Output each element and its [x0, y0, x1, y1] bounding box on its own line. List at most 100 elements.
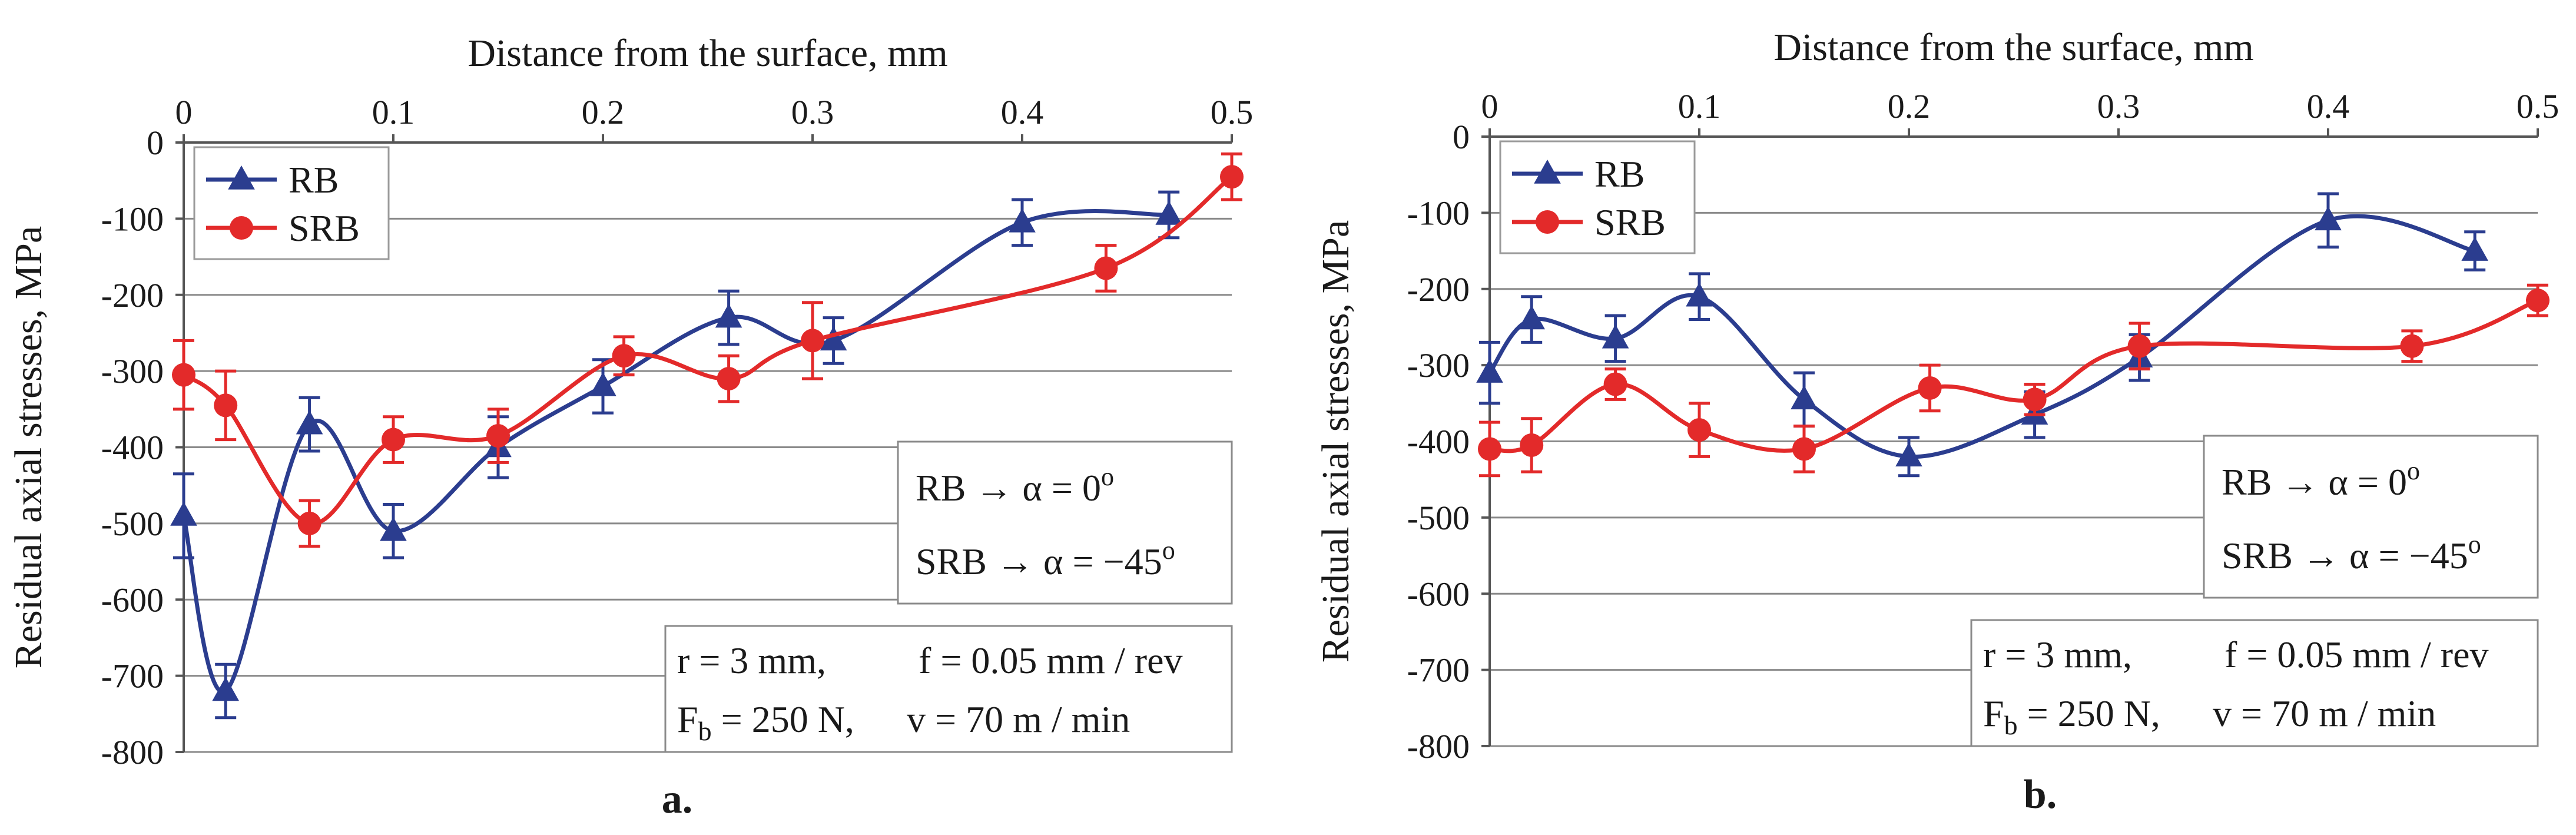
legend-label: SRB — [1594, 201, 1666, 243]
data-point-rb — [1686, 282, 1713, 307]
x-tick-label: 0.2 — [582, 93, 625, 131]
y-tick-label: -600 — [1407, 575, 1470, 613]
series-line-srb — [182, 175, 1234, 526]
legend-marker — [230, 216, 253, 240]
data-point-srb — [2526, 289, 2550, 313]
data-point-srb — [1918, 376, 1942, 400]
data-point-srb — [1603, 372, 1627, 396]
x-tick-label: 0.1 — [372, 93, 415, 131]
data-point-rb — [715, 303, 742, 328]
annotation-text: f = 0.05 mm / rev — [919, 639, 1182, 681]
legend-box — [1499, 140, 1696, 254]
annotation-alpha: RB → α = 0o SRB → α = −45o — [2203, 435, 2539, 599]
data-point-srb — [1220, 165, 1244, 189]
annotation-text: SRB → α = −45o — [2222, 530, 2481, 576]
x-tick-label: 0.5 — [1211, 93, 1254, 131]
x-tick-label: 0.3 — [791, 93, 834, 131]
series-line-srb — [1489, 298, 2539, 453]
annotation-text: v = 70 m / min — [2213, 692, 2436, 734]
data-point-rb — [820, 326, 847, 351]
y-tick-label: -800 — [101, 733, 164, 771]
y-tick-label: -400 — [1407, 423, 1470, 461]
legend-marker — [1534, 160, 1561, 184]
y-tick-label: -300 — [101, 352, 164, 390]
x-tick-label: 0 — [175, 93, 193, 131]
x-tick-label: 0 — [1481, 87, 1498, 125]
y-tick-label: -400 — [101, 429, 164, 467]
x-tick-label: 0.2 — [1888, 87, 1931, 125]
data-point-srb — [801, 329, 824, 353]
data-point-rb — [1518, 305, 1545, 330]
data-point-rb — [170, 501, 197, 526]
annotation-text: Fb = 250 N, — [677, 698, 854, 746]
annotation-text: Fb = 250 N, — [1983, 692, 2160, 740]
legend: RB SRB — [193, 146, 390, 260]
data-point-srb — [1688, 418, 1711, 442]
data-point-rb — [1791, 385, 1818, 410]
series-line-rb — [1488, 214, 2475, 459]
data-point-rb — [212, 677, 239, 701]
panel-label: b. — [2024, 772, 2057, 817]
chart-panel-b: 0 0.1 0.2 0.3 0.4 0.5 0 -100 -200 -300 -400 -500 -60… — [1314, 26, 2559, 817]
y-tick-label: 0 — [147, 124, 164, 162]
data-point-srb — [612, 344, 636, 368]
data-point-srb — [2023, 387, 2047, 412]
y-tick-label: -700 — [101, 657, 164, 695]
data-point-rb — [2461, 237, 2488, 261]
y-tick-label: -100 — [101, 200, 164, 238]
y-tick-label: -800 — [1407, 727, 1470, 766]
data-point-rb — [589, 372, 616, 396]
legend-marker — [1536, 210, 1559, 234]
annotation-box — [897, 440, 1233, 605]
annotation-box — [664, 625, 1233, 753]
data-point-srb — [297, 511, 321, 535]
legend-label: SRB — [289, 207, 360, 249]
panel-label: a. — [662, 777, 693, 822]
data-point-srb — [172, 363, 195, 387]
x-tick-label: 0.4 — [1001, 93, 1044, 131]
chart-panel-a: 0 0.1 0.2 0.3 0.4 0.5 0 -100 -200 -300 -400 -500 -60… — [7, 32, 1253, 822]
data-point-rb — [1602, 324, 1629, 349]
legend-marker — [228, 165, 255, 190]
y-tick-label: -600 — [101, 581, 164, 619]
data-point-srb — [382, 428, 405, 452]
annotation-text: RB → α = 0o — [916, 462, 1114, 509]
data-point-srb — [2400, 334, 2424, 358]
data-point-srb — [1094, 256, 1118, 280]
y-tick-label: -700 — [1407, 651, 1470, 690]
y-tick-label: -200 — [1407, 270, 1470, 309]
annotation-params: r = 3 mm, f = 0.05 mm / rev Fb = 250 N, v =… — [1970, 619, 2539, 747]
data-point-rb — [380, 516, 407, 541]
data-point-srb — [2127, 334, 2151, 358]
annotation-alpha: RB → α = 0o SRB → α = −45o — [897, 440, 1233, 605]
data-point-srb — [214, 393, 238, 418]
legend-label: RB — [289, 159, 339, 201]
annotation-text: f = 0.05 mm / rev — [2224, 634, 2488, 675]
legend-box — [193, 146, 390, 260]
x-tick-label: 0.5 — [2517, 87, 2560, 125]
annotation-text: r = 3 mm, — [1983, 634, 2132, 675]
y-tick-label: -100 — [1407, 194, 1470, 232]
annotation-box — [1970, 619, 2539, 747]
y-tick-label: -200 — [101, 276, 164, 314]
y-axis-title: Residual axial stresses, MPa — [7, 226, 50, 669]
annotation-text: RB → α = 0o — [2222, 456, 2420, 503]
data-point-rb — [1155, 200, 1182, 225]
y-tick-label: 0 — [1453, 118, 1470, 156]
annotation-text: r = 3 mm, — [677, 639, 826, 681]
annotation-text: SRB → α = −45o — [916, 536, 1175, 582]
data-point-srb — [717, 367, 741, 391]
x-axis-title: Distance from the surface, mm — [1773, 26, 2254, 69]
annotation-box — [2203, 435, 2539, 599]
x-tick-label: 0.4 — [2307, 87, 2350, 125]
data-point-srb — [1792, 437, 1816, 461]
data-point-rb — [296, 410, 323, 435]
series-srb — [1478, 283, 2550, 478]
series-line-rb — [181, 209, 1169, 694]
x-axis-title: Distance from the surface, mm — [468, 32, 948, 75]
y-tick-label: -500 — [101, 505, 164, 543]
data-point-rb — [1476, 359, 1503, 383]
data-point-srb — [1520, 433, 1544, 457]
y-tick-label: -300 — [1407, 346, 1470, 385]
